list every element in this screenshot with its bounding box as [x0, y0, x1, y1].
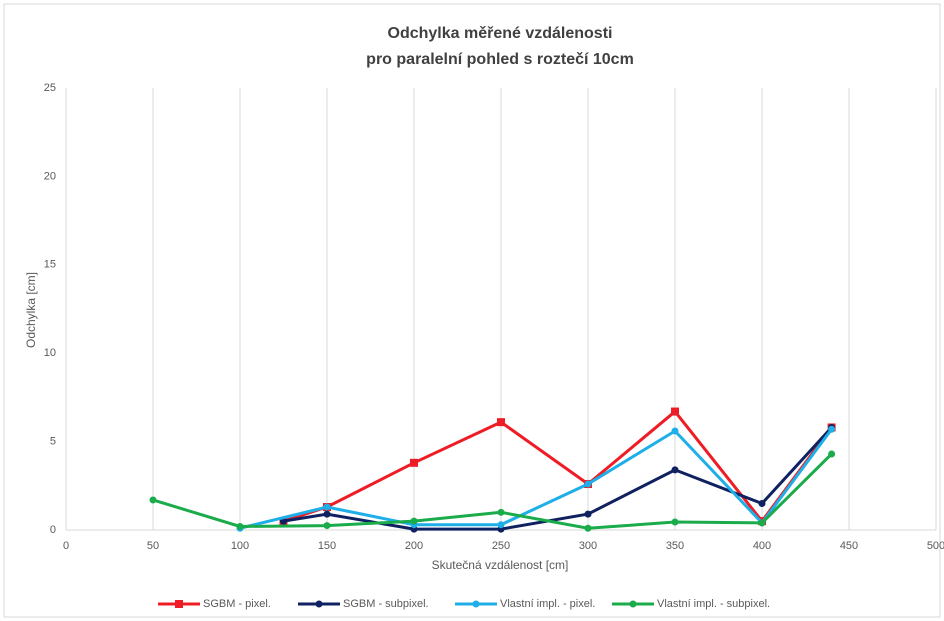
marker — [497, 508, 505, 516]
y-axis-title: Odchylka [cm] — [24, 272, 38, 348]
marker — [472, 600, 480, 608]
marker — [149, 496, 157, 504]
marker — [584, 480, 592, 488]
x-tick-label: 0 — [63, 540, 69, 552]
marker — [410, 458, 418, 467]
x-tick-label: 450 — [840, 540, 858, 552]
marker — [758, 499, 766, 507]
y-tick-label: 0 — [50, 524, 56, 536]
marker — [584, 510, 592, 518]
marker — [323, 510, 331, 518]
marker — [175, 600, 183, 608]
marker — [236, 522, 244, 530]
legend-label: SGBM - subpixel. — [343, 598, 429, 610]
y-tick-label: 10 — [44, 347, 56, 359]
x-axis-title: Skutečná vzdálenost [cm] — [432, 558, 569, 572]
marker — [315, 600, 323, 608]
marker — [828, 425, 836, 433]
marker — [497, 418, 505, 427]
marker — [758, 519, 766, 527]
y-tick-label: 25 — [44, 82, 56, 94]
legend-label: Vlastní impl. - subpixel. — [657, 598, 770, 610]
legend-label: SGBM - pixel. — [203, 598, 271, 610]
marker — [828, 450, 836, 458]
x-tick-label: 200 — [405, 540, 423, 552]
marker — [323, 522, 331, 530]
marker — [410, 517, 418, 525]
line — [283, 409, 833, 524]
line — [239, 428, 833, 530]
x-tick-label: 50 — [147, 540, 159, 552]
y-tick-label: 15 — [44, 259, 56, 271]
marker — [629, 600, 637, 608]
chart-title: Odchylka měřené vzdálenosti — [388, 25, 613, 42]
y-tick-label: 20 — [44, 170, 56, 182]
x-tick-label: 300 — [579, 540, 597, 552]
marker — [497, 521, 505, 529]
marker — [671, 518, 679, 526]
x-tick-label: 400 — [753, 540, 771, 552]
marker — [671, 427, 679, 435]
x-tick-label: 250 — [492, 540, 510, 552]
legend-label: Vlastní impl. - pixel. — [500, 598, 595, 610]
marker — [671, 407, 679, 416]
marker — [584, 524, 592, 532]
x-tick-label: 150 — [318, 540, 336, 552]
marker — [671, 466, 679, 474]
x-tick-label: 350 — [666, 540, 684, 552]
chart-title: pro paralelní pohled s roztečí 10cm — [366, 51, 634, 68]
x-tick-label: 100 — [231, 540, 249, 552]
x-tick-label: 500 — [927, 540, 944, 552]
y-tick-label: 5 — [50, 436, 56, 448]
marker — [323, 503, 331, 511]
